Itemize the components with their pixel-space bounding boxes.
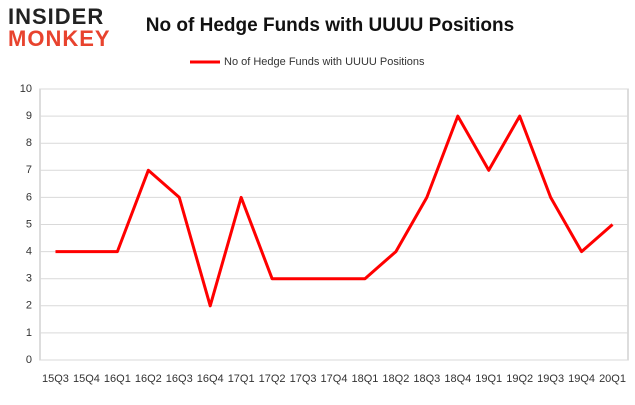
x-tick-label: 16Q3: [166, 373, 193, 385]
x-tick-label: 16Q4: [197, 373, 224, 385]
x-tick-label: 19Q4: [568, 373, 595, 385]
y-tick-label: 4: [26, 246, 32, 258]
logo-top: INSIDER: [8, 4, 104, 29]
x-tick-label: 19Q3: [537, 373, 564, 385]
x-tick-label: 17Q1: [228, 373, 255, 385]
x-tick-label: 16Q1: [104, 373, 131, 385]
logo-bottom: MONKEY: [8, 26, 111, 51]
x-tick-label: 18Q2: [382, 373, 409, 385]
y-tick-label: 10: [20, 83, 32, 95]
y-tick-label: 7: [26, 164, 32, 176]
x-tick-label: 18Q3: [413, 373, 440, 385]
chart-title: No of Hedge Funds with UUUU Positions: [146, 15, 514, 36]
y-tick-label: 0: [26, 354, 32, 366]
x-tick-label: 17Q2: [259, 373, 286, 385]
x-tick-label: 18Q1: [351, 373, 378, 385]
x-tick-label: 19Q1: [475, 373, 502, 385]
y-tick-label: 6: [26, 191, 32, 203]
y-tick-label: 5: [26, 218, 32, 230]
series-line: [55, 114, 614, 308]
y-tick-label: 8: [26, 137, 32, 149]
x-tick-label: 15Q4: [73, 373, 100, 385]
x-tick-label: 16Q2: [135, 373, 162, 385]
x-tick-label: 18Q4: [444, 373, 471, 385]
y-tick-label: 1: [26, 327, 32, 339]
x-tick-label: 19Q2: [506, 373, 533, 385]
x-tick-label: 15Q3: [42, 373, 69, 385]
x-tick-label: 20Q1: [599, 373, 626, 385]
y-tick-label: 2: [26, 300, 32, 312]
y-tick-label: 3: [26, 273, 32, 285]
legend-label: No of Hedge Funds with UUUU Positions: [224, 56, 425, 68]
y-tick-label: 9: [26, 110, 32, 122]
x-tick-label: 17Q4: [321, 373, 348, 385]
x-tick-label: 17Q3: [290, 373, 317, 385]
